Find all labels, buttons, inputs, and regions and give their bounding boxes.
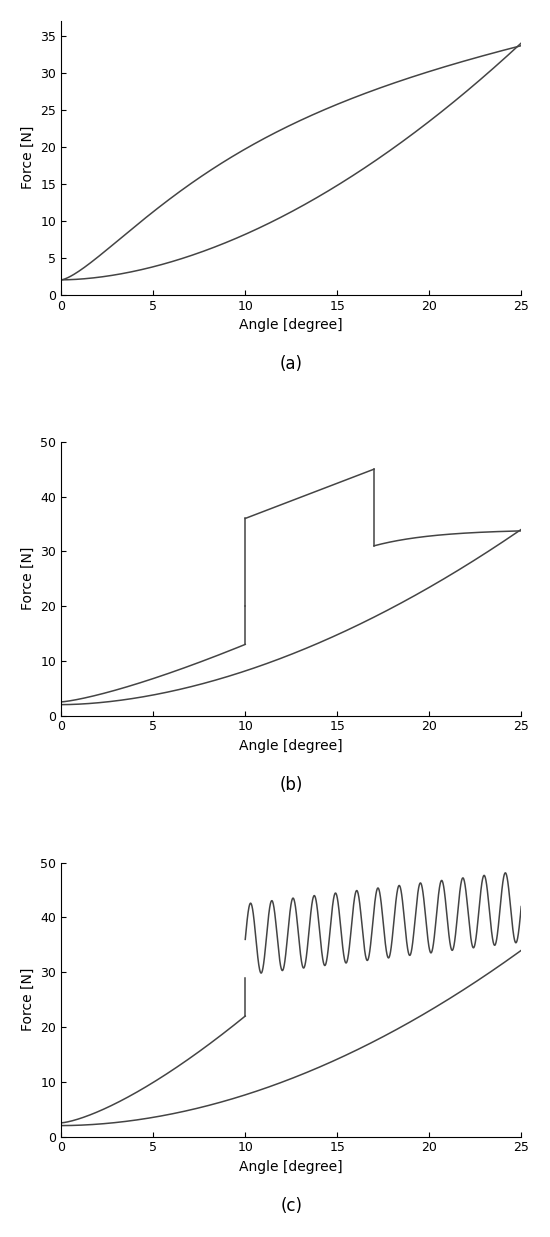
X-axis label: Angle [degree]: Angle [degree] bbox=[239, 1160, 343, 1174]
Y-axis label: Force [N]: Force [N] bbox=[21, 547, 35, 610]
Y-axis label: Force [N]: Force [N] bbox=[21, 967, 35, 1032]
Text: (b): (b) bbox=[279, 776, 303, 794]
Text: (a): (a) bbox=[280, 355, 302, 372]
X-axis label: Angle [degree]: Angle [degree] bbox=[239, 738, 343, 753]
Text: (c): (c) bbox=[280, 1196, 302, 1215]
Y-axis label: Force [N]: Force [N] bbox=[21, 126, 35, 189]
X-axis label: Angle [degree]: Angle [degree] bbox=[239, 318, 343, 332]
